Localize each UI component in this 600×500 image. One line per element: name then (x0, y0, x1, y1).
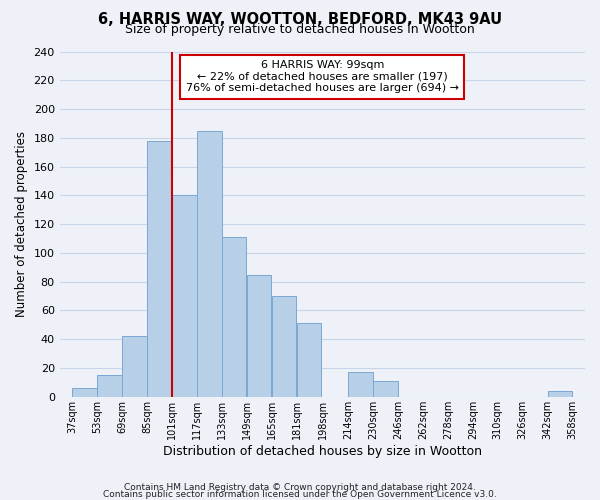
Text: Contains HM Land Registry data © Crown copyright and database right 2024.: Contains HM Land Registry data © Crown c… (124, 484, 476, 492)
Bar (247, 274, 271, 397)
Bar (222, 237, 247, 397)
Bar (172, 196, 197, 397)
X-axis label: Distribution of detached houses by size in Wootton: Distribution of detached houses by size … (163, 444, 482, 458)
Bar (297, 324, 322, 397)
Text: 6, HARRIS WAY, WOOTTON, BEDFORD, MK43 9AU: 6, HARRIS WAY, WOOTTON, BEDFORD, MK43 9A… (98, 12, 502, 28)
Text: Size of property relative to detached houses in Wootton: Size of property relative to detached ho… (125, 22, 475, 36)
Bar (73, 388, 97, 397)
Bar (548, 391, 572, 397)
Bar (348, 372, 373, 397)
Bar (197, 130, 221, 397)
Y-axis label: Number of detached properties: Number of detached properties (15, 131, 28, 317)
Bar (97, 375, 122, 397)
Text: 6 HARRIS WAY: 99sqm
← 22% of detached houses are smaller (197)
76% of semi-detac: 6 HARRIS WAY: 99sqm ← 22% of detached ho… (186, 60, 459, 94)
Text: Contains public sector information licensed under the Open Government Licence v3: Contains public sector information licen… (103, 490, 497, 499)
Bar (147, 140, 172, 397)
Bar (373, 381, 398, 397)
Bar (272, 296, 296, 397)
Bar (122, 336, 147, 397)
